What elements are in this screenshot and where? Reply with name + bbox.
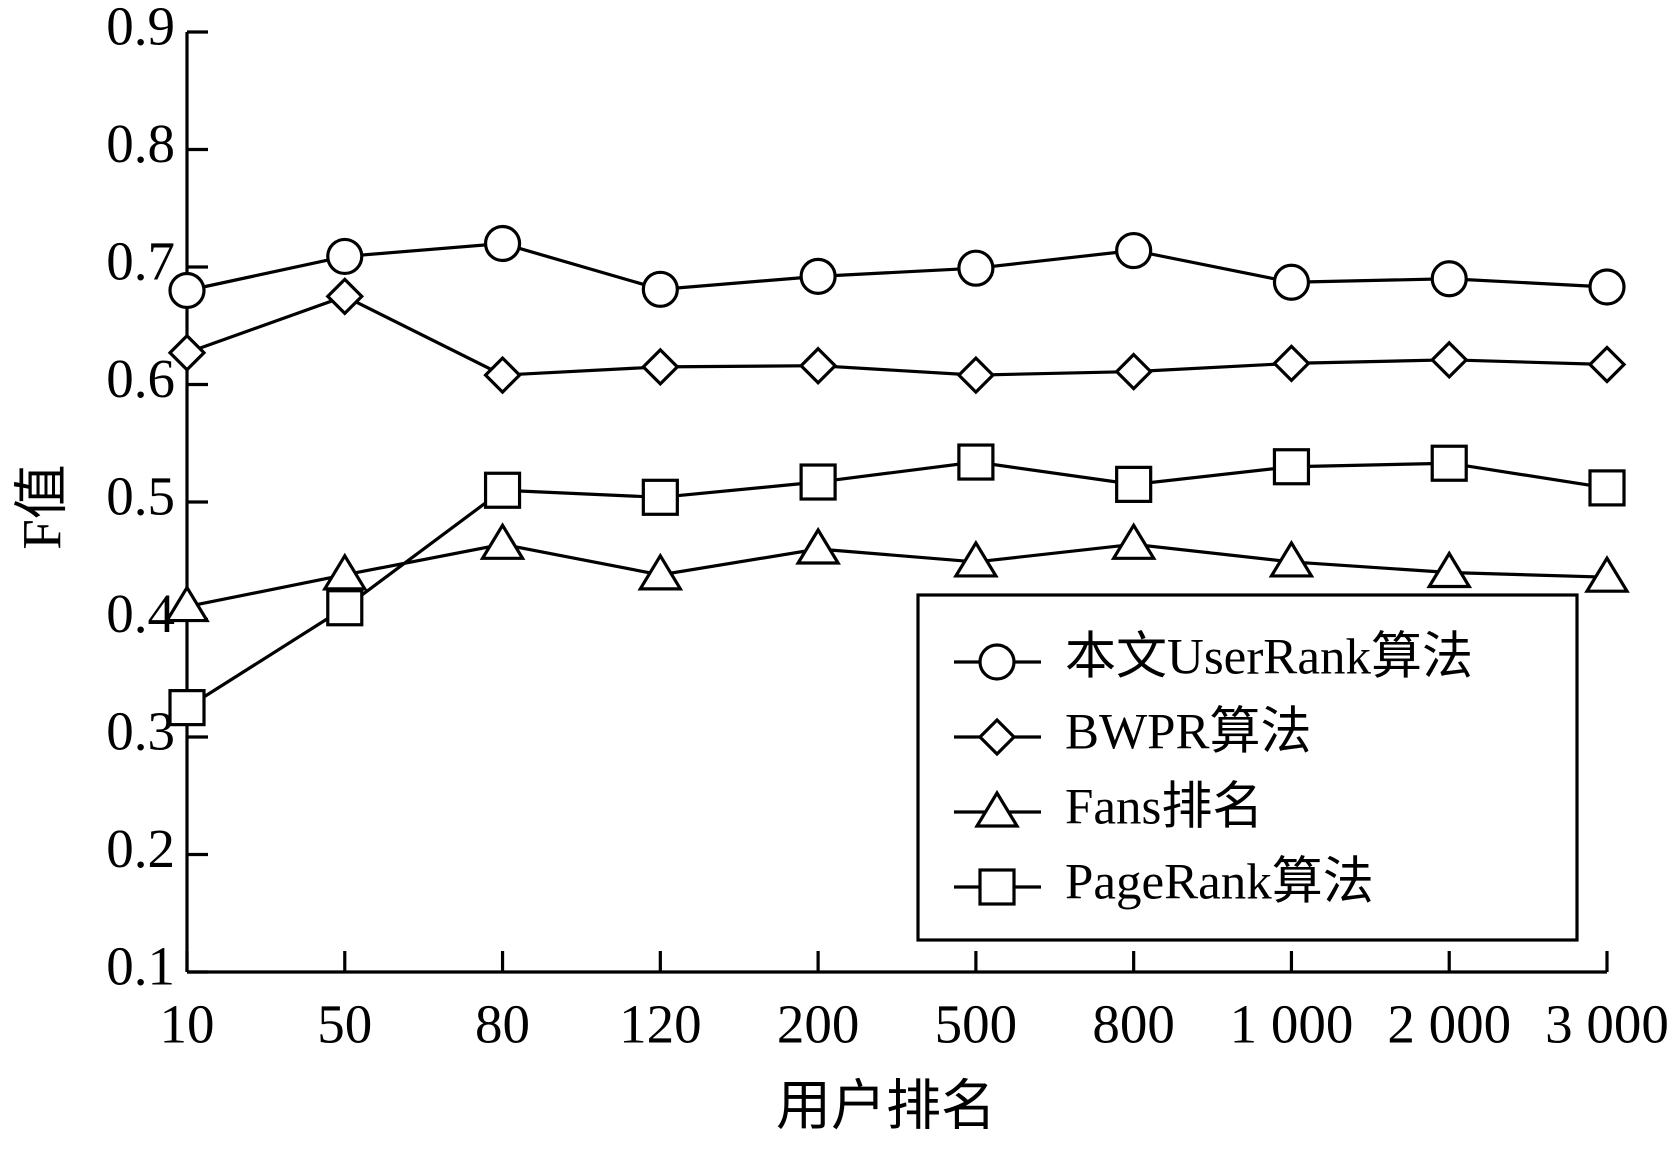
legend-label: PageRank算法: [1065, 855, 1374, 911]
marker: [795, 526, 841, 565]
x-axis-label: 用户排名: [776, 1076, 996, 1137]
marker: [1272, 263, 1311, 301]
marker: [1588, 469, 1626, 507]
marker: [1272, 344, 1311, 383]
x-tick-label: 2 000: [1387, 994, 1511, 1055]
series-line: [186, 460, 1608, 709]
marker: [637, 552, 684, 591]
x-tick-label: 120: [619, 994, 702, 1055]
marker: [1110, 522, 1157, 560]
legend-label: BWPR算法: [1065, 705, 1312, 761]
marker: [483, 224, 522, 263]
marker: [1114, 352, 1153, 391]
marker: [978, 868, 1016, 906]
series-line: [186, 241, 1608, 293]
x-tick-label: 1 000: [1230, 994, 1354, 1055]
marker: [1584, 555, 1630, 593]
marker: [168, 689, 206, 727]
y-tick-label: 0.7: [106, 231, 175, 292]
legend-label: 本文UserRank算法: [1065, 630, 1473, 686]
x-tick-label: 200: [777, 994, 860, 1055]
y-tick-label: 0.9: [106, 0, 175, 57]
marker: [326, 237, 364, 276]
x-tick-label: 50: [317, 994, 372, 1055]
marker: [326, 589, 364, 627]
y-tick-label: 0.5: [106, 466, 175, 527]
marker: [483, 355, 522, 395]
marker: [164, 584, 210, 623]
marker: [1429, 340, 1469, 380]
marker: [1426, 550, 1473, 589]
marker: [957, 443, 995, 481]
y-tick-label: 0.6: [106, 348, 175, 409]
legend-label: Fans排名: [1065, 780, 1263, 836]
marker: [974, 789, 1020, 828]
y-tick-label: 0.8: [106, 113, 175, 174]
y-tick-label: 0.2: [106, 818, 175, 879]
marker: [1430, 444, 1468, 482]
marker: [641, 347, 680, 387]
marker: [167, 333, 207, 373]
x-tick-label: 500: [935, 994, 1018, 1055]
marker: [953, 539, 999, 578]
marker: [1588, 268, 1626, 306]
marker: [483, 471, 522, 509]
legend-box: [916, 593, 1579, 942]
marker: [799, 257, 837, 295]
y-tick-label: 0.3: [106, 701, 175, 762]
y-tick-label: 0.1: [106, 936, 175, 997]
x-tick-label: 10: [160, 994, 215, 1055]
series-line: [186, 294, 1608, 377]
x-tick-label: 800: [1092, 994, 1175, 1055]
marker: [641, 270, 679, 308]
marker: [1115, 465, 1153, 503]
marker: [325, 277, 365, 316]
marker: [799, 463, 837, 501]
marker: [956, 355, 996, 395]
series-line: [186, 542, 1608, 609]
marker: [977, 717, 1017, 757]
marker: [1587, 345, 1627, 384]
marker: [168, 271, 206, 310]
marker: [641, 478, 679, 516]
marker: [798, 346, 838, 385]
x-tick-label: 80: [475, 994, 530, 1055]
x-tick-label: 3 000: [1545, 994, 1669, 1055]
marker: [479, 522, 526, 560]
marker: [957, 249, 995, 287]
marker: [1272, 448, 1311, 486]
marker: [1268, 539, 1315, 578]
y-axis-label: F值: [12, 464, 73, 550]
marker: [1430, 260, 1468, 298]
y-tick-label: 0.4: [106, 583, 175, 644]
marker: [321, 552, 368, 591]
marker: [1115, 231, 1153, 270]
marker: [978, 643, 1016, 681]
